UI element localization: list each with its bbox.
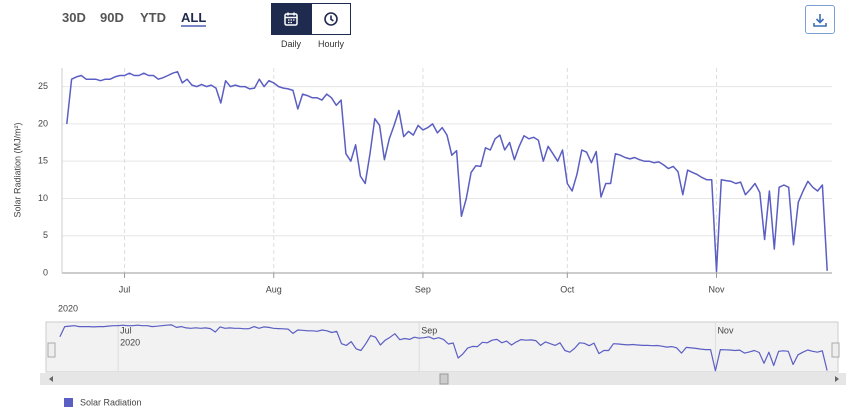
range-button[interactable]: 30D xyxy=(62,10,86,25)
range-button[interactable]: YTD xyxy=(140,10,166,25)
resolution-toggle[interactable] xyxy=(271,3,311,35)
download-button[interactable] xyxy=(805,5,835,34)
y-tick-label: 20 xyxy=(38,118,48,128)
data-line xyxy=(59,324,828,372)
x-tick-label: Jul xyxy=(119,284,131,294)
data-line xyxy=(66,70,828,273)
scroll-arrows xyxy=(49,376,839,382)
toggle-label: Daily xyxy=(280,39,301,49)
legend-label: Solar Radiation xyxy=(80,397,142,407)
y-tick-label: 0 xyxy=(43,267,48,277)
download-icon xyxy=(813,13,827,27)
navigator-tick-label: Jul xyxy=(120,325,132,335)
y-tick-label: 25 xyxy=(38,81,48,91)
toggle-icon xyxy=(324,12,338,26)
legend-swatch xyxy=(64,398,73,407)
y-axis-label: Solar Radiation (MJ/m²) xyxy=(12,122,22,217)
x-tick-label: Sep xyxy=(415,284,431,294)
x-tick-label: Aug xyxy=(266,284,282,294)
range-button[interactable]: 90D xyxy=(100,10,124,25)
x-tick-label: Oct xyxy=(560,284,575,294)
y-tick-label: 15 xyxy=(38,156,48,166)
navigator-handle xyxy=(831,342,840,358)
navigator-bg xyxy=(45,321,839,373)
navigator-year: 2020 xyxy=(120,337,140,347)
scroll-thumb xyxy=(439,373,449,385)
y-tick-label: 5 xyxy=(43,230,48,240)
resolution-toggle[interactable] xyxy=(311,3,351,35)
toggle-label: Hourly xyxy=(317,39,344,49)
navigator-tick-label: Sep xyxy=(421,325,437,335)
navigator-tick-label: Nov xyxy=(717,325,734,335)
scrollbar xyxy=(40,373,846,385)
toggle-icon xyxy=(284,12,298,26)
navigator-handle xyxy=(47,342,56,358)
y-tick-label: 10 xyxy=(38,193,48,203)
range-button[interactable]: ALL xyxy=(181,10,207,27)
navigator-year: 2020 xyxy=(58,303,78,313)
x-tick-label: Nov xyxy=(708,284,725,294)
